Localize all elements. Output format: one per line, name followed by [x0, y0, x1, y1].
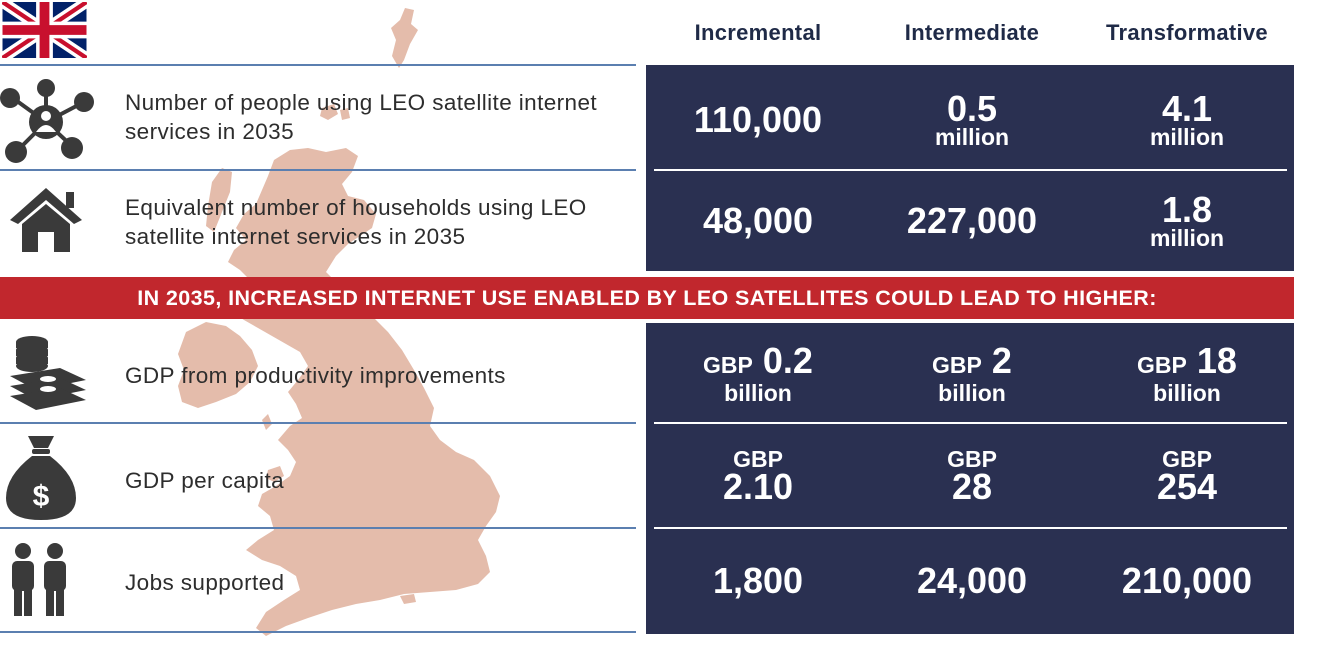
- value-gdp-per-capita-intermediate: GBP 28: [865, 425, 1079, 526]
- value-main-line: GBP 0.2: [703, 342, 813, 382]
- results-panel-top: [646, 65, 1294, 271]
- value-main: 24,000: [916, 560, 1028, 601]
- value-gdp-per-capita-incremental: GBP 2.10: [651, 425, 865, 526]
- row-label-households: Equivalent number of households using LE…: [125, 195, 587, 249]
- value-main: 28: [951, 465, 993, 507]
- value-jobs-transformative: 210,000: [1080, 530, 1294, 632]
- money-bag-icon: $: [6, 436, 76, 520]
- column-header-intermediate: Intermediate: [904, 20, 1040, 45]
- panel-divider: [654, 169, 1287, 171]
- value-prefix: GBP: [1162, 445, 1212, 472]
- value-prefix: GBP: [947, 445, 997, 472]
- row-label-gdp-per-capita: GDP per capita: [125, 468, 285, 493]
- value-main-line: GBP 2: [932, 342, 1012, 382]
- value-main: 18: [1196, 339, 1237, 381]
- panel-divider: [654, 527, 1287, 529]
- value-main: 4.1: [1161, 88, 1213, 129]
- value-main: 2.10: [722, 465, 794, 507]
- value-gdp-per-capita-transformative: GBP 254: [1080, 425, 1294, 526]
- value-households-intermediate: 227,000: [865, 172, 1079, 270]
- value-gdp-productivity-transformative: GBP 18 billion: [1080, 326, 1294, 421]
- value-prefix: GBP: [703, 351, 753, 378]
- row-divider: [0, 64, 636, 66]
- value-main-line: GBP 18: [1137, 342, 1237, 382]
- value-main: 1.8: [1161, 189, 1213, 230]
- coins-cash-icon: [10, 336, 86, 410]
- value-people-transformative: 4.1 million: [1080, 72, 1294, 168]
- row-divider: [0, 527, 636, 529]
- row-label-gdp-productivity: GDP from productivity improvements: [125, 363, 506, 388]
- row-divider: [0, 169, 636, 171]
- value-unit: billion: [1153, 379, 1221, 406]
- value-main: 210,000: [1121, 560, 1253, 601]
- value-main: 110,000: [693, 99, 823, 140]
- value-people-incremental: 110,000: [651, 72, 865, 168]
- network-person-icon: [0, 79, 94, 163]
- value-prefix: GBP: [932, 351, 982, 378]
- value-unit: million: [934, 124, 1010, 150]
- value-prefix: GBP: [733, 445, 783, 472]
- value-main: 0.5: [946, 88, 998, 129]
- value-unit: billion: [724, 379, 792, 406]
- headline-banner: IN 2035, INCREASED INTERNET USE ENABLED …: [0, 277, 1294, 319]
- value-main: 2: [991, 339, 1012, 381]
- value-main: 1,800: [712, 560, 804, 601]
- row-label-jobs: Jobs supported: [125, 570, 285, 595]
- column-header-transformative: Transformative: [1106, 20, 1268, 45]
- value-unit: billion: [938, 379, 1006, 406]
- value-main: 254: [1156, 465, 1218, 507]
- value-prefix: GBP: [1137, 351, 1187, 378]
- svg-text:$: $: [33, 480, 50, 513]
- uk-flag-icon: [2, 2, 87, 58]
- row-divider: [0, 631, 636, 633]
- row-label-people: Number of people using LEO satellite int…: [125, 90, 598, 144]
- value-main: 48,000: [702, 200, 814, 241]
- row-divider: [0, 422, 636, 424]
- house-icon: [10, 188, 82, 252]
- value-gdp-productivity-incremental: GBP 0.2 billion: [651, 326, 865, 421]
- column-header-incremental: Incremental: [694, 20, 822, 45]
- value-unit: million: [1149, 124, 1225, 150]
- results-panel-bottom: [646, 323, 1294, 634]
- value-households-transformative: 1.8 million: [1080, 172, 1294, 270]
- value-gdp-productivity-intermediate: GBP 2 billion: [865, 326, 1079, 421]
- value-unit: million: [1149, 225, 1225, 251]
- people-icon: [12, 543, 66, 616]
- value-people-intermediate: 0.5 million: [865, 72, 1079, 168]
- value-main: 0.2: [762, 339, 813, 381]
- value-main: 227,000: [906, 200, 1038, 241]
- value-jobs-incremental: 1,800: [651, 530, 865, 632]
- value-jobs-intermediate: 24,000: [865, 530, 1079, 632]
- panel-divider: [654, 422, 1287, 424]
- value-households-incremental: 48,000: [651, 172, 865, 270]
